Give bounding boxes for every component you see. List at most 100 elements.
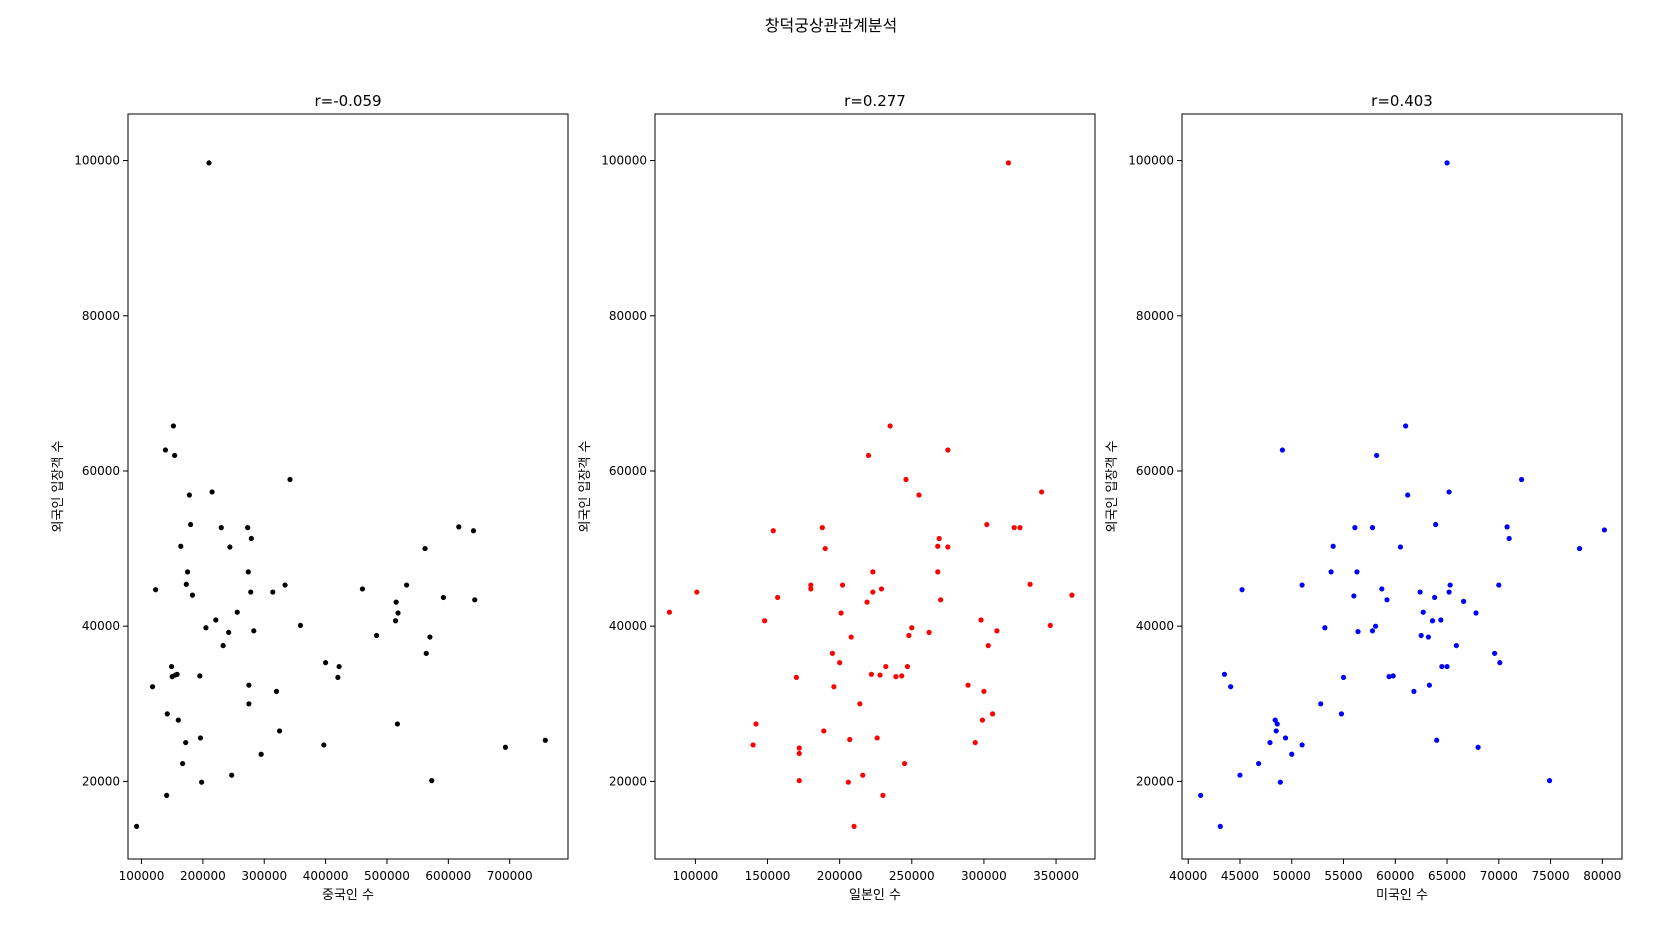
data-point [1273,728,1279,734]
data-point [926,629,932,635]
y-tick-label: 40000 [609,619,647,633]
axes-frame [1181,113,1623,860]
data-point [870,569,876,575]
x-tick-label: 80000 [1583,869,1621,883]
data-point [180,760,186,767]
data-point [248,535,254,542]
data-point [1576,545,1583,552]
data-point [845,779,851,785]
y-tick-label: 100000 [74,154,120,168]
data-point [819,525,825,531]
data-point [848,634,854,640]
data-point [246,701,252,707]
data-point [395,610,401,616]
data-point [149,684,156,690]
data-point [909,625,915,631]
axes-frame [654,113,1096,860]
x-tick-label: 70000 [1480,869,1518,883]
y-tick-label: 20000 [82,774,120,788]
data-point [1438,617,1444,623]
data-point [472,597,478,603]
data-point [133,823,140,830]
data-point [187,521,194,528]
data-point [883,663,889,670]
y-axis-label: 외국인 입장객 수 [51,440,66,532]
x-tick-label: 500000 [364,869,410,883]
data-point [183,581,189,587]
data-point [153,587,159,593]
data-point [837,660,843,666]
data-point [1282,735,1289,741]
data-point [851,823,857,830]
axes-frame [127,113,569,860]
data-point [456,524,462,530]
x-tick-label: 60000 [1376,869,1414,883]
x-tick-label: 55000 [1324,869,1362,883]
data-point [359,586,366,592]
data-point [1411,688,1417,694]
data-point [838,610,844,616]
data-point [1420,609,1426,615]
data-point [245,525,251,531]
data-point [1354,569,1360,575]
data-point [899,673,905,679]
data-point [321,742,327,748]
data-point [860,772,866,778]
y-tick-label: 60000 [609,464,647,478]
data-point [868,671,874,677]
data-point [984,521,990,528]
data-point [392,618,399,624]
data-point [186,492,192,498]
data-point [234,609,240,615]
data-point [822,545,828,552]
data-point [994,628,1000,634]
data-point [878,586,885,592]
data-point [1256,760,1262,767]
data-point [865,452,872,459]
data-point [1433,521,1439,528]
y-tick-label: 20000 [1136,774,1174,788]
x-tick-label: 300000 [961,869,1007,883]
data-point [1473,610,1479,616]
data-point [336,663,342,670]
y-axis-label: 외국인 입장객 수 [1105,440,1120,532]
data-point [1439,663,1445,670]
data-point [1239,587,1245,593]
y-tick-label: 80000 [1136,309,1174,323]
subplot-title: r=0.403 [1371,92,1433,110]
data-point [870,589,876,595]
data-point [1444,663,1450,670]
data-point [857,701,863,707]
x-tick-label: 75000 [1531,869,1569,883]
data-point [893,674,899,680]
data-point [1027,581,1033,587]
data-point [282,582,288,588]
data-point [1351,593,1357,599]
data-point [829,650,836,656]
data-point [1272,717,1278,723]
data-point [335,674,341,681]
subplot-title: r=0.277 [844,92,906,110]
data-point [1429,618,1436,624]
data-point [1069,592,1075,598]
data-point [796,750,802,757]
data-point [229,772,235,778]
subplot-1: r=-0.059 100000 200000 300000 400000 500000 60… [51,92,569,903]
data-point [174,671,180,677]
x-tick-label: 40000 [1169,869,1207,883]
data-point [1198,792,1204,798]
data-point [206,160,212,166]
x-axis-label: 일본인 수 [849,888,901,903]
x-axis-label: 중국인 수 [322,888,374,903]
figure-suptitle: 창덕궁상관관계분석 [764,16,898,35]
x-tick-label: 350000 [1033,869,1079,883]
data-point [189,592,196,598]
data-point [904,663,911,670]
data-point [1369,525,1376,531]
data-point [808,586,814,592]
data-point [1497,660,1503,666]
data-point [1221,671,1228,677]
data-point [1461,598,1467,604]
